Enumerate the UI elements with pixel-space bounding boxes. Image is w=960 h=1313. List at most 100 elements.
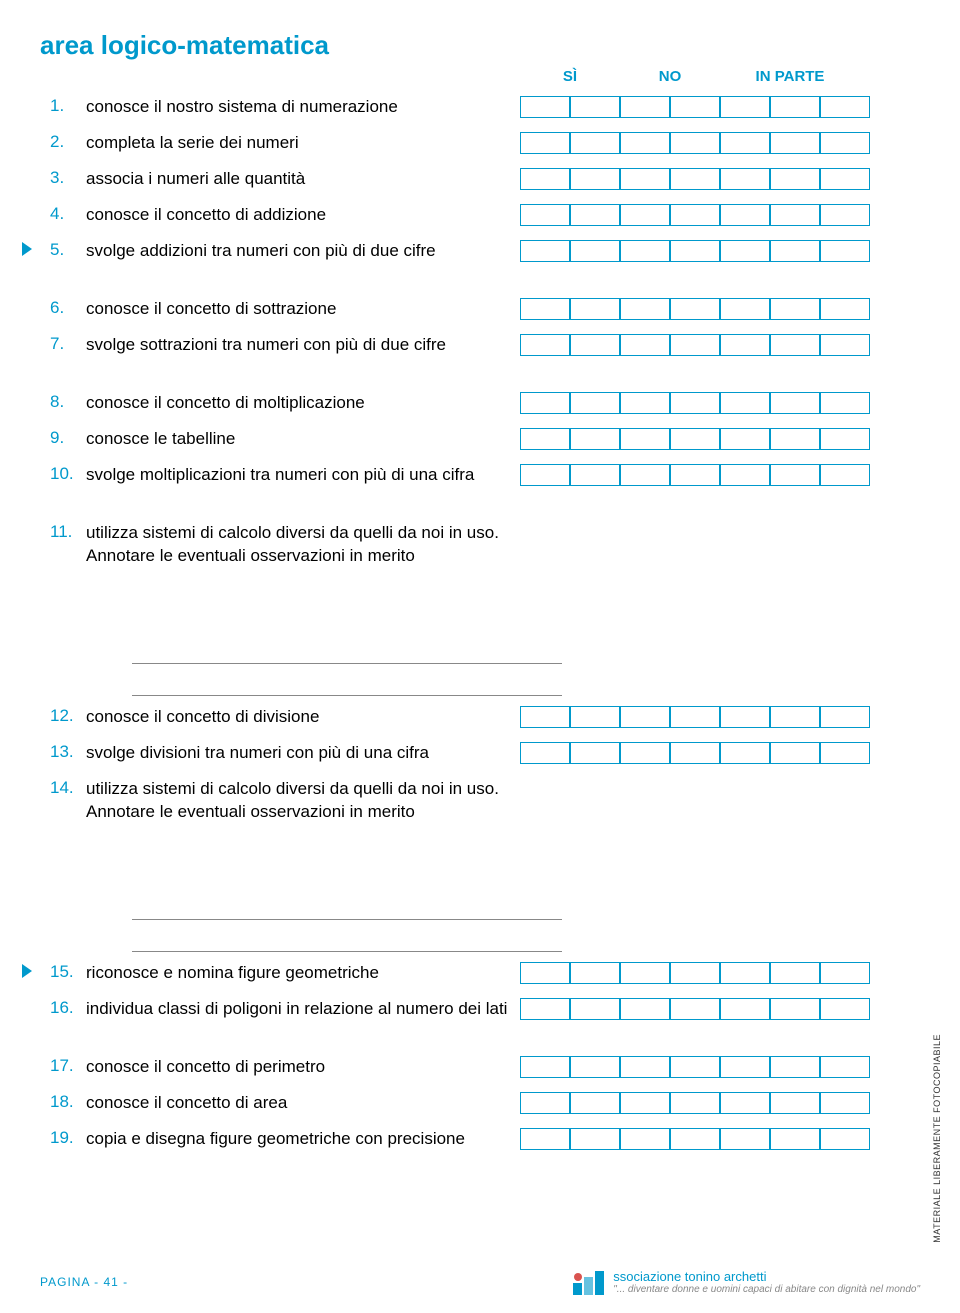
response-cell[interactable] xyxy=(570,1092,620,1114)
response-cell[interactable] xyxy=(770,962,820,984)
response-cell[interactable] xyxy=(620,392,670,414)
response-cell[interactable] xyxy=(520,334,570,356)
response-cell[interactable] xyxy=(770,96,820,118)
response-cell[interactable] xyxy=(820,742,870,764)
response-cell[interactable] xyxy=(570,240,620,262)
response-cell[interactable] xyxy=(670,1128,720,1150)
response-cell[interactable] xyxy=(720,742,770,764)
response-cell[interactable] xyxy=(670,96,720,118)
response-cell[interactable] xyxy=(670,706,720,728)
response-cell[interactable] xyxy=(770,464,820,486)
response-cell[interactable] xyxy=(620,204,670,226)
response-cell[interactable] xyxy=(770,132,820,154)
response-cell[interactable] xyxy=(570,1128,620,1150)
note-line[interactable] xyxy=(132,632,562,664)
response-cell[interactable] xyxy=(670,962,720,984)
response-cell[interactable] xyxy=(670,742,720,764)
response-cell[interactable] xyxy=(520,240,570,262)
response-cell[interactable] xyxy=(570,96,620,118)
response-cell[interactable] xyxy=(670,204,720,226)
response-cell[interactable] xyxy=(570,428,620,450)
response-cell[interactable] xyxy=(770,1092,820,1114)
response-cell[interactable] xyxy=(720,998,770,1020)
response-cell[interactable] xyxy=(670,334,720,356)
response-cell[interactable] xyxy=(570,204,620,226)
response-cell[interactable] xyxy=(820,334,870,356)
response-cell[interactable] xyxy=(570,132,620,154)
response-cell[interactable] xyxy=(720,1056,770,1078)
response-cell[interactable] xyxy=(570,1056,620,1078)
response-cell[interactable] xyxy=(670,240,720,262)
response-cell[interactable] xyxy=(520,132,570,154)
response-cell[interactable] xyxy=(620,334,670,356)
response-cell[interactable] xyxy=(770,706,820,728)
response-cell[interactable] xyxy=(820,428,870,450)
response-cell[interactable] xyxy=(570,464,620,486)
response-cell[interactable] xyxy=(770,240,820,262)
response-cell[interactable] xyxy=(820,240,870,262)
response-cell[interactable] xyxy=(820,392,870,414)
response-cell[interactable] xyxy=(620,1092,670,1114)
response-cell[interactable] xyxy=(820,168,870,190)
response-cell[interactable] xyxy=(520,168,570,190)
response-cell[interactable] xyxy=(670,132,720,154)
response-cell[interactable] xyxy=(720,298,770,320)
response-cell[interactable] xyxy=(520,96,570,118)
response-cell[interactable] xyxy=(720,464,770,486)
response-cell[interactable] xyxy=(720,204,770,226)
response-cell[interactable] xyxy=(670,392,720,414)
response-cell[interactable] xyxy=(820,96,870,118)
response-cell[interactable] xyxy=(570,998,620,1020)
response-cell[interactable] xyxy=(820,1128,870,1150)
note-line[interactable] xyxy=(132,920,562,952)
response-cell[interactable] xyxy=(820,962,870,984)
response-cell[interactable] xyxy=(520,1128,570,1150)
response-cell[interactable] xyxy=(670,1092,720,1114)
response-cell[interactable] xyxy=(520,1092,570,1114)
response-cell[interactable] xyxy=(770,998,820,1020)
response-cell[interactable] xyxy=(770,334,820,356)
response-cell[interactable] xyxy=(620,298,670,320)
response-cell[interactable] xyxy=(820,706,870,728)
response-cell[interactable] xyxy=(770,428,820,450)
response-cell[interactable] xyxy=(620,464,670,486)
response-cell[interactable] xyxy=(670,298,720,320)
response-cell[interactable] xyxy=(720,132,770,154)
response-cell[interactable] xyxy=(620,1128,670,1150)
response-cell[interactable] xyxy=(670,464,720,486)
response-cell[interactable] xyxy=(820,204,870,226)
response-cell[interactable] xyxy=(820,1056,870,1078)
response-cell[interactable] xyxy=(570,168,620,190)
response-cell[interactable] xyxy=(620,132,670,154)
response-cell[interactable] xyxy=(720,392,770,414)
response-cell[interactable] xyxy=(570,706,620,728)
response-cell[interactable] xyxy=(670,168,720,190)
response-cell[interactable] xyxy=(620,706,670,728)
response-cell[interactable] xyxy=(520,204,570,226)
response-cell[interactable] xyxy=(570,298,620,320)
response-cell[interactable] xyxy=(820,298,870,320)
response-cell[interactable] xyxy=(770,742,820,764)
response-cell[interactable] xyxy=(770,204,820,226)
response-cell[interactable] xyxy=(620,742,670,764)
response-cell[interactable] xyxy=(520,392,570,414)
response-cell[interactable] xyxy=(570,392,620,414)
response-cell[interactable] xyxy=(820,464,870,486)
response-cell[interactable] xyxy=(520,464,570,486)
response-cell[interactable] xyxy=(520,742,570,764)
response-cell[interactable] xyxy=(520,298,570,320)
response-cell[interactable] xyxy=(520,962,570,984)
response-cell[interactable] xyxy=(620,428,670,450)
response-cell[interactable] xyxy=(620,96,670,118)
note-line[interactable] xyxy=(132,664,562,696)
note-line[interactable] xyxy=(132,888,562,920)
response-cell[interactable] xyxy=(620,1056,670,1078)
response-cell[interactable] xyxy=(570,742,620,764)
response-cell[interactable] xyxy=(720,240,770,262)
response-cell[interactable] xyxy=(720,706,770,728)
response-cell[interactable] xyxy=(670,998,720,1020)
response-cell[interactable] xyxy=(770,298,820,320)
response-cell[interactable] xyxy=(770,392,820,414)
response-cell[interactable] xyxy=(820,998,870,1020)
response-cell[interactable] xyxy=(720,1128,770,1150)
